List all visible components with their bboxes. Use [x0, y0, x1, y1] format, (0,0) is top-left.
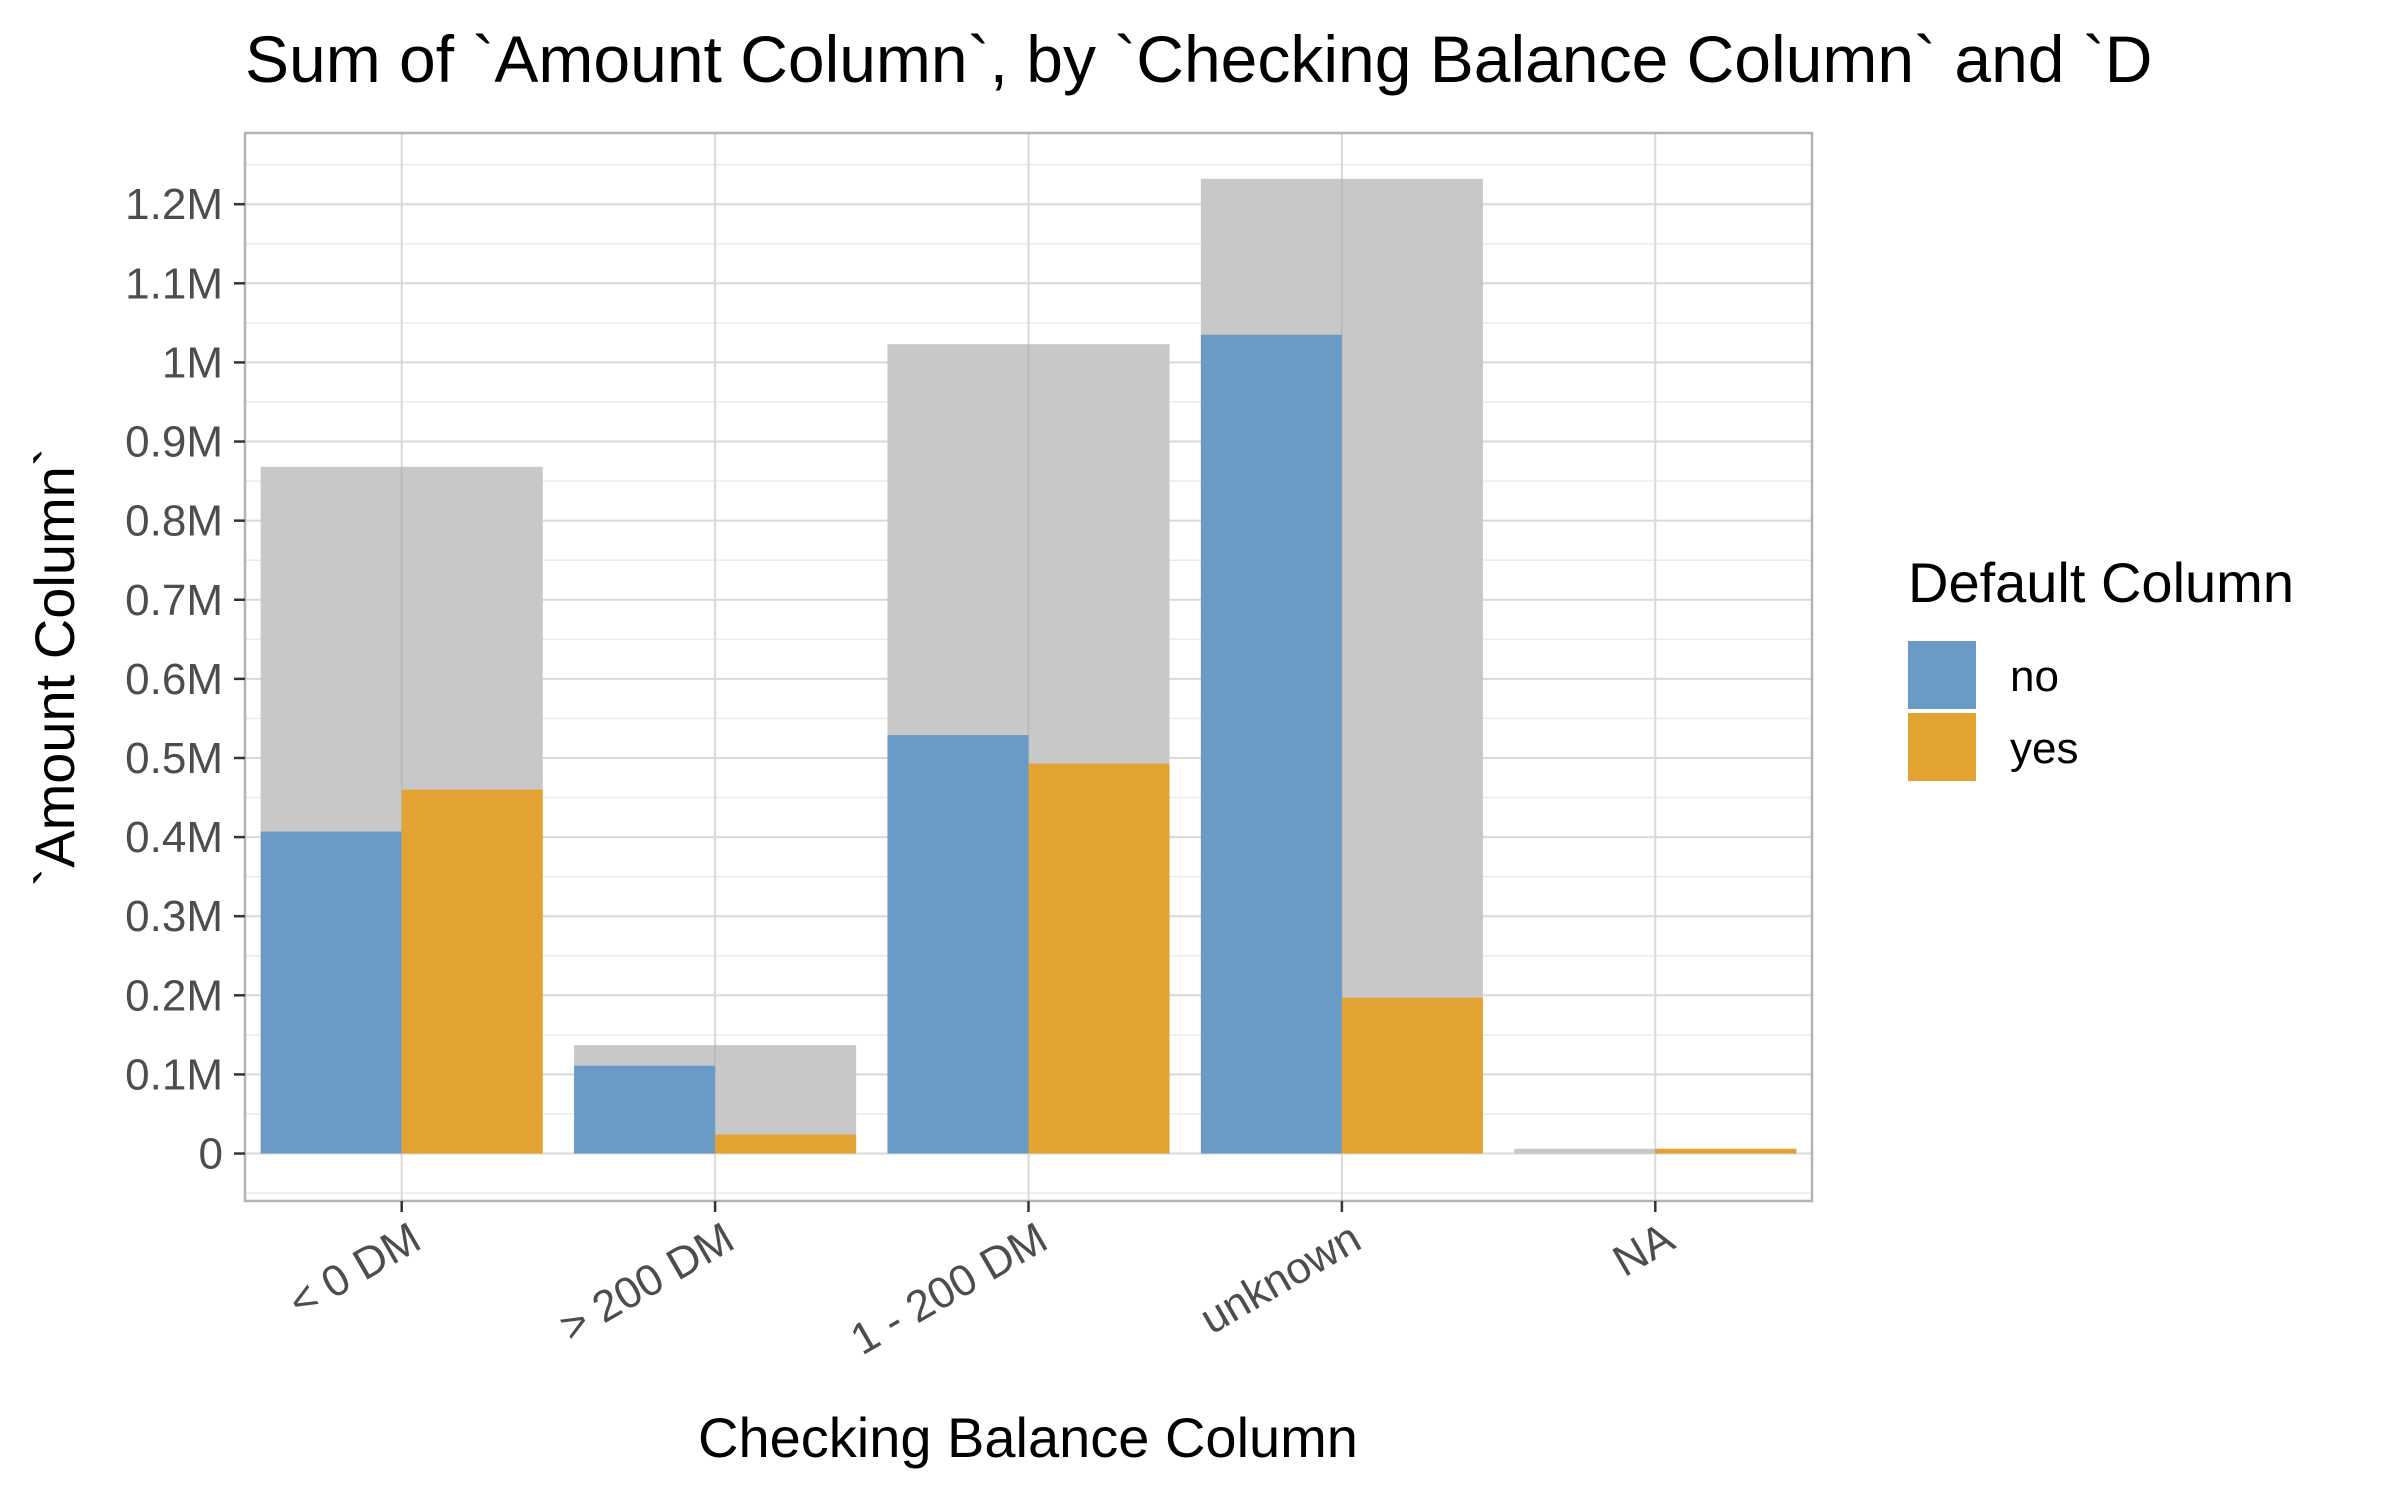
x-tick-label: 1 - 200 DM	[843, 1213, 1056, 1364]
y-tick-label: 0.6M	[125, 655, 223, 704]
y-tick-label: 0.2M	[125, 971, 223, 1020]
legend-label-no: no	[2010, 652, 2059, 701]
x-axis-title: Checking Balance Column	[698, 1406, 1358, 1469]
x-tick-label: NA	[1605, 1213, 1683, 1286]
bar-yes	[715, 1134, 857, 1154]
bar-no	[260, 831, 402, 1154]
y-axis-title: `Amount Column`	[23, 448, 86, 887]
legend-key-yes	[1908, 713, 1976, 781]
y-tick-label: 1.2M	[125, 180, 223, 229]
bar-no	[1200, 334, 1342, 1154]
x-tick-label: < 0 DM	[280, 1213, 428, 1327]
y-tick-label: 0.7M	[125, 576, 223, 625]
chart-title: Sum of `Amount Column`, by `Checking Bal…	[245, 22, 2152, 96]
legend: Default Column no yes	[1908, 551, 2294, 781]
bars	[260, 178, 1797, 1154]
bar-yes	[1655, 1148, 1797, 1154]
bar-yes	[401, 789, 543, 1154]
legend-key-no	[1908, 641, 1976, 709]
x-tick-label: > 200 DM	[551, 1213, 742, 1351]
bar-no	[887, 735, 1029, 1154]
y-tick-label: 1M	[162, 338, 223, 387]
x-axis-ticks: < 0 DM > 200 DM 1 - 200 DM unknown NA	[280, 1201, 1683, 1364]
legend-title: Default Column	[1908, 551, 2294, 614]
bar-yes	[1028, 763, 1170, 1154]
bar-no	[574, 1065, 716, 1154]
y-tick-label: 0.4M	[125, 813, 223, 862]
y-tick-label: 0	[199, 1130, 223, 1179]
y-tick-label: 0.3M	[125, 892, 223, 941]
x-tick-label: unknown	[1192, 1213, 1369, 1344]
y-tick-label: 0.9M	[125, 418, 223, 467]
legend-label-yes: yes	[2010, 724, 2078, 773]
y-tick-label: 1.1M	[125, 259, 223, 308]
y-axis-ticks: 0 0.1M 0.2M 0.3M 0.4M 0.5M 0.6M 0.7M 0.8M 0.9M 1M 1…	[125, 180, 245, 1179]
y-tick-label: 0.5M	[125, 734, 223, 783]
y-tick-label: 0.1M	[125, 1050, 223, 1099]
y-tick-label: 0.8M	[125, 497, 223, 546]
bar-yes	[1341, 997, 1483, 1154]
